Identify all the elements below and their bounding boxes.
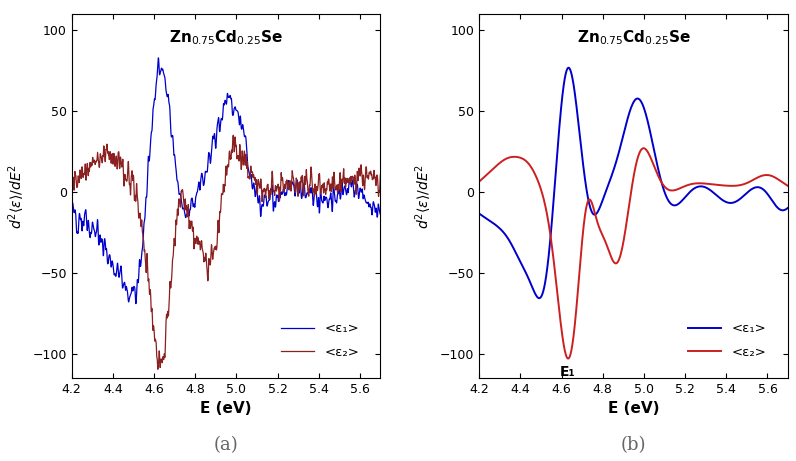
Line: <ε₂>: <ε₂> xyxy=(72,135,380,369)
<ε₁> xyxy=(67,208,76,213)
<ε₁> xyxy=(367,209,377,215)
<ε₂> xyxy=(209,248,219,254)
<ε₂> xyxy=(474,179,484,184)
<ε₂> xyxy=(775,177,784,183)
<ε₂> xyxy=(775,177,784,183)
<ε₂> xyxy=(83,161,92,166)
<ε₂> xyxy=(376,171,385,177)
<ε₁> xyxy=(367,211,377,216)
<ε₂> xyxy=(228,132,238,138)
<ε₁> xyxy=(783,205,793,211)
Line: <ε₁>: <ε₁> xyxy=(479,68,788,298)
<ε₁> xyxy=(376,212,385,217)
Text: (b): (b) xyxy=(621,436,646,454)
<ε₂> xyxy=(564,356,573,361)
<ε₂> xyxy=(217,191,227,197)
<ε₁> xyxy=(474,211,484,216)
Y-axis label: $d^2\langle\varepsilon\rangle/dE^2$: $d^2\langle\varepsilon\rangle/dE^2$ xyxy=(414,163,435,229)
X-axis label: E (eV): E (eV) xyxy=(608,402,659,416)
<ε₁> xyxy=(564,65,573,71)
Line: <ε₁>: <ε₁> xyxy=(72,58,380,304)
<ε₁> xyxy=(534,296,544,301)
Text: (a): (a) xyxy=(213,436,239,454)
<ε₂> xyxy=(310,181,320,187)
<ε₁> xyxy=(490,222,500,227)
<ε₂> xyxy=(490,164,500,170)
<ε₂> xyxy=(153,366,162,372)
<ε₁> xyxy=(131,301,141,307)
Text: Zn$_{0.75}$Cd$_{0.25}$Se: Zn$_{0.75}$Cd$_{0.25}$Se xyxy=(169,29,283,47)
<ε₁> xyxy=(209,135,219,141)
<ε₂> xyxy=(67,171,76,177)
<ε₂> xyxy=(367,171,377,177)
Y-axis label: $d^2\langle\varepsilon\rangle/dE^2$: $d^2\langle\varepsilon\rangle/dE^2$ xyxy=(6,163,27,229)
<ε₁> xyxy=(718,197,728,203)
Legend: <ε₁>, <ε₂>: <ε₁>, <ε₂> xyxy=(275,317,365,364)
<ε₁> xyxy=(625,109,634,114)
Legend: <ε₁>, <ε₂>: <ε₁>, <ε₂> xyxy=(683,317,772,364)
<ε₁> xyxy=(617,139,626,145)
<ε₂> xyxy=(367,171,377,177)
Text: Zn$_{0.75}$Cd$_{0.25}$Se: Zn$_{0.75}$Cd$_{0.25}$Se xyxy=(576,29,691,47)
<ε₂> xyxy=(625,200,634,205)
<ε₁> xyxy=(83,227,92,233)
X-axis label: E (eV): E (eV) xyxy=(201,402,252,416)
Line: <ε₂>: <ε₂> xyxy=(479,148,788,359)
<ε₂> xyxy=(718,183,728,188)
<ε₁> xyxy=(775,207,784,212)
<ε₁> xyxy=(154,55,163,61)
<ε₂> xyxy=(639,146,649,151)
Text: E₁: E₁ xyxy=(560,365,576,379)
<ε₂> xyxy=(783,183,793,189)
<ε₂> xyxy=(617,249,626,254)
<ε₁> xyxy=(217,117,227,123)
<ε₁> xyxy=(775,207,784,212)
<ε₁> xyxy=(310,189,320,195)
